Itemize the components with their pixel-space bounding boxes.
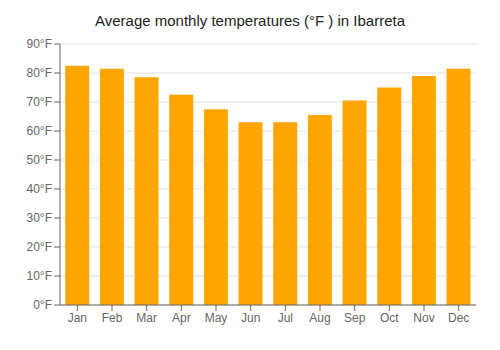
svg-text:Dec: Dec	[448, 311, 469, 325]
svg-text:10°F: 10°F	[27, 269, 52, 283]
svg-text:Sep: Sep	[344, 311, 366, 325]
svg-text:May: May	[205, 311, 228, 325]
svg-text:Jan: Jan	[68, 311, 87, 325]
svg-text:Feb: Feb	[102, 311, 123, 325]
svg-text:40°F: 40°F	[27, 182, 52, 196]
svg-text:Apr: Apr	[172, 311, 191, 325]
svg-text:80°F: 80°F	[27, 66, 52, 80]
svg-text:50°F: 50°F	[27, 153, 52, 167]
svg-text:0°F: 0°F	[33, 298, 52, 312]
svg-text:Nov: Nov	[413, 311, 434, 325]
svg-text:Aug: Aug	[309, 311, 330, 325]
svg-text:30°F: 30°F	[27, 211, 52, 225]
svg-text:Oct: Oct	[380, 311, 399, 325]
svg-text:60°F: 60°F	[27, 124, 52, 138]
svg-text:Jun: Jun	[241, 311, 260, 325]
svg-text:70°F: 70°F	[27, 95, 52, 109]
svg-text:90°F: 90°F	[27, 37, 52, 51]
svg-text:20°F: 20°F	[27, 240, 52, 254]
svg-text:Jul: Jul	[278, 311, 293, 325]
svg-text:Mar: Mar	[136, 311, 157, 325]
html-text:Average monthly temperatures (: Average monthly temperatures (°F ) in Ib…	[95, 12, 405, 29]
